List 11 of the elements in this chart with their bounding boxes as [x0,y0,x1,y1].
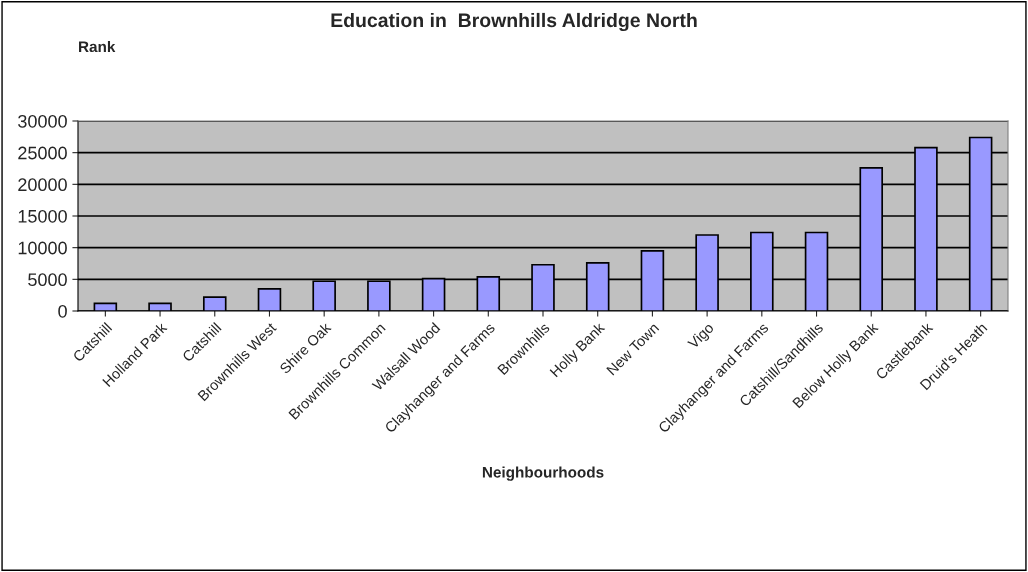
y-axis-title: Rank [79,40,116,53]
y-tick-label: 25000 [18,146,67,160]
y-tick-label: 15000 [18,209,67,223]
x-tick-label: Vigo [686,321,717,352]
y-tick-label: 5000 [28,273,67,287]
chart-title: Education in Brownhills Aldridge North [331,12,697,32]
y-tick-label: 10000 [18,241,67,255]
y-tick-label: 20000 [18,178,67,192]
x-axis-title: Neighbourhoods [482,466,604,481]
y-tick-label: 30000 [18,114,67,128]
y-tick-label: 0 [58,304,67,318]
